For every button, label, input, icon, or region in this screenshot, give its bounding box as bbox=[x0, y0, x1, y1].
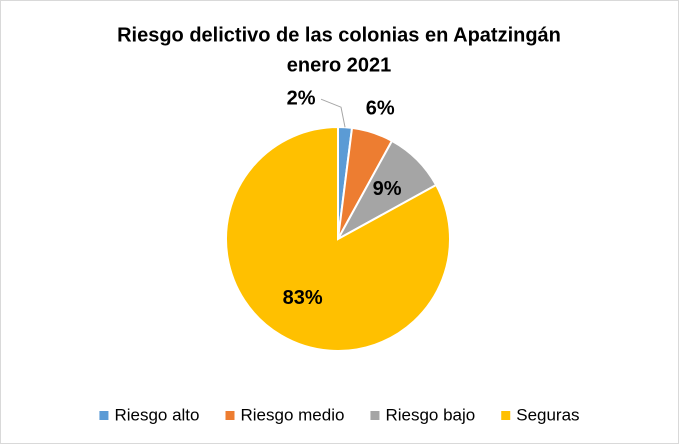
legend-label: Riesgo bajo bbox=[385, 405, 475, 424]
legend-swatch bbox=[99, 411, 109, 420]
data-label: 6% bbox=[366, 97, 395, 119]
data-label: 2% bbox=[287, 88, 316, 110]
legend-swatch bbox=[225, 411, 235, 420]
leader-line bbox=[320, 98, 346, 128]
legend-label: Seguras bbox=[516, 405, 579, 424]
legend-label: Riesgo alto bbox=[114, 405, 199, 424]
chart-title: Riesgo delictivo de las colonias en Apat… bbox=[117, 24, 561, 46]
legend-swatch bbox=[501, 411, 511, 420]
data-label: 9% bbox=[373, 178, 402, 200]
data-label: 83% bbox=[283, 287, 323, 309]
legend-label: Riesgo medio bbox=[241, 405, 345, 424]
chart-subtitle: enero 2021 bbox=[287, 54, 392, 76]
legend-swatch bbox=[370, 411, 380, 420]
pie-slice bbox=[225, 125, 451, 352]
